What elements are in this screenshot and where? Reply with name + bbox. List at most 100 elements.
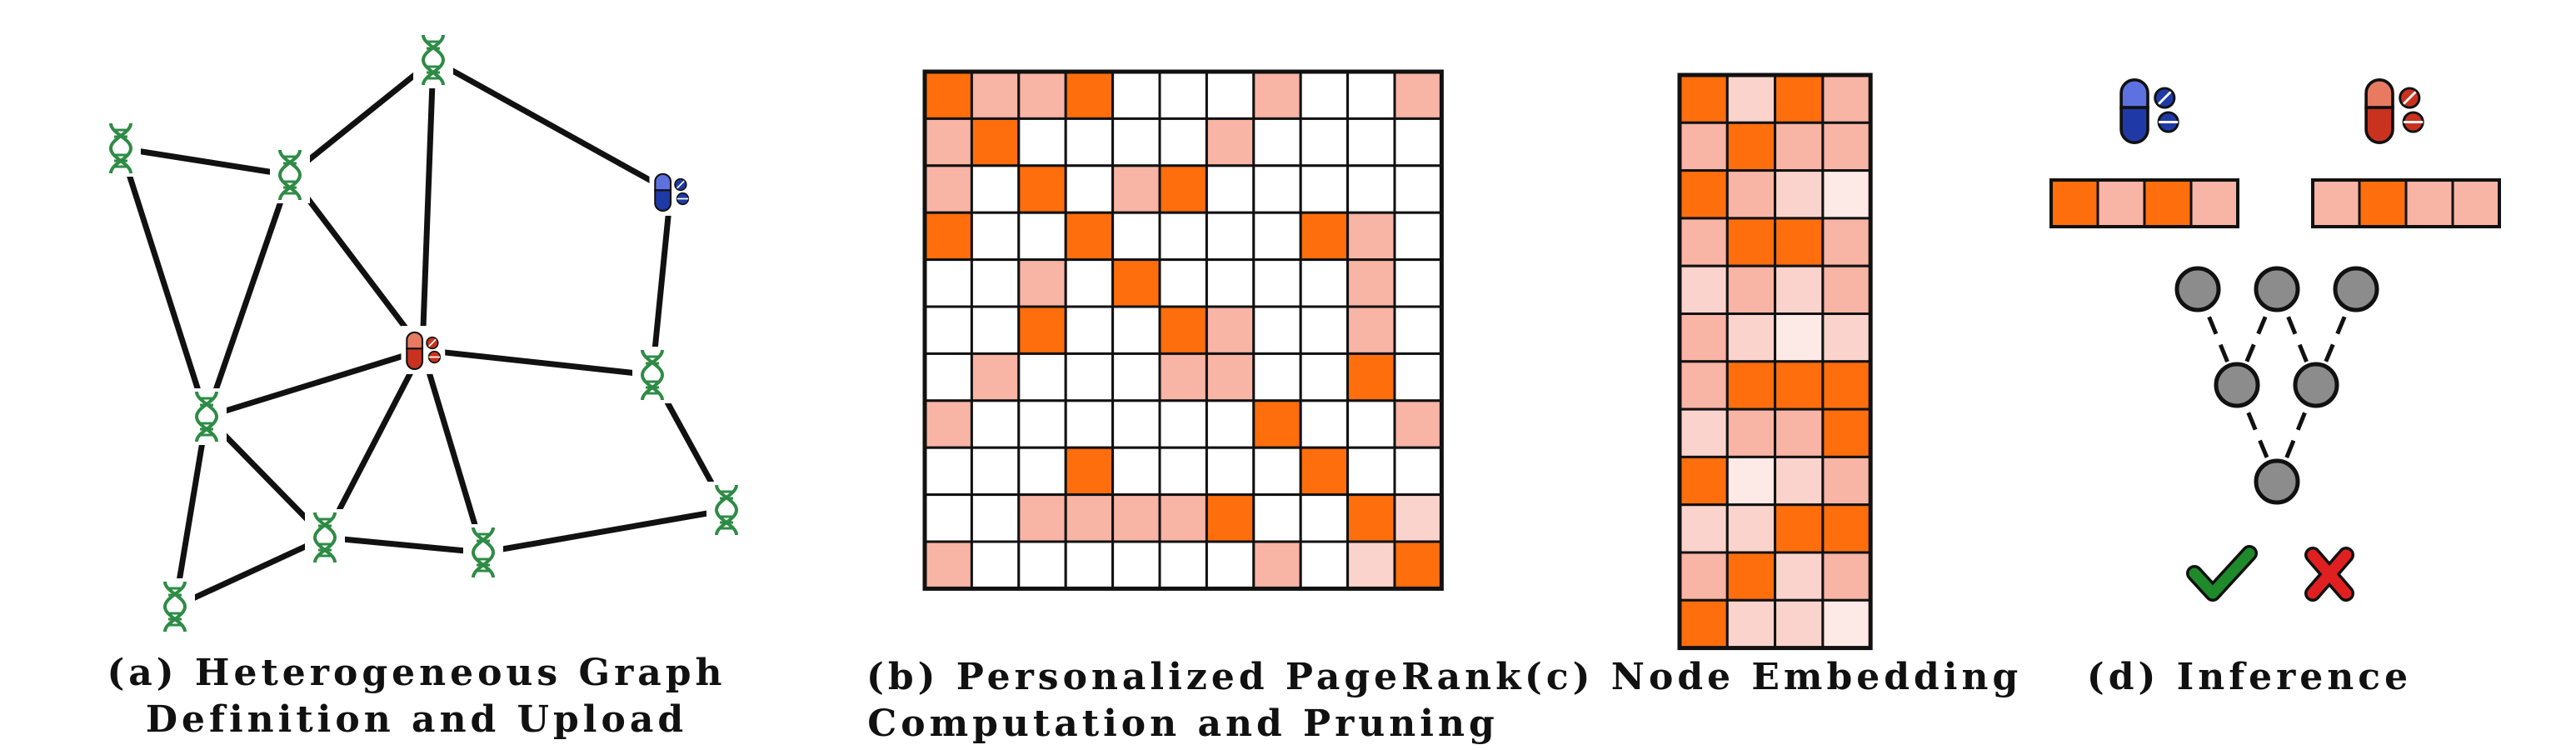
- ppr-cell: [1346, 352, 1396, 402]
- ppr-cell: [1393, 258, 1443, 308]
- ppr-cell: [970, 164, 1021, 214]
- ppr-cell: [1205, 258, 1256, 308]
- vector-cell: [2404, 178, 2454, 228]
- ppr-cell: [1158, 258, 1208, 308]
- embedding-cell: [1821, 455, 1872, 507]
- caption-a-line-2: Definition and Upload: [145, 698, 688, 741]
- ppr-cell: [1252, 164, 1302, 214]
- ppr-cell: [1299, 70, 1350, 120]
- embedding-cell: [1725, 551, 1777, 602]
- ppr-cell: [970, 352, 1021, 402]
- ppr-cell: [1252, 540, 1302, 590]
- caption-b-line-1: (b) Personalized PageRank: [866, 656, 1525, 698]
- embedding-cell: [1821, 408, 1872, 458]
- graph-edge: [117, 147, 210, 418]
- ppr-cell: [1017, 446, 1067, 497]
- dna-icon: [101, 120, 141, 177]
- ppr-cell: [1017, 399, 1067, 449]
- ppr-cell: [1064, 70, 1115, 120]
- ppr-cell: [1393, 399, 1443, 449]
- ppr-cell: [1346, 446, 1396, 497]
- embedding-cell: [1774, 598, 1825, 650]
- embedding-cell: [1774, 360, 1825, 411]
- ppr-cell: [923, 540, 973, 590]
- embedding-cell: [1678, 408, 1729, 458]
- embedding-cell: [1678, 169, 1729, 220]
- embedding-cell: [1678, 312, 1729, 363]
- graph-nodes: [101, 32, 746, 635]
- ppr-cell: [923, 446, 973, 497]
- ppr-cell: [1017, 493, 1067, 543]
- ppr-cell: [1064, 493, 1115, 543]
- embedding-cell-border: [1677, 72, 1873, 651]
- embedding-cell: [1725, 360, 1777, 411]
- caption-d-line-1: (d) Inference: [2086, 656, 2413, 698]
- dna-icon: [305, 509, 345, 566]
- ppr-cell: [1158, 446, 1208, 497]
- embedding-cell: [1725, 455, 1777, 507]
- ppr-cell: [1111, 258, 1161, 308]
- embedding-cell: [1774, 217, 1825, 268]
- pill-icon: [401, 326, 446, 374]
- ppr-cell: [923, 164, 973, 214]
- vector-cell: [2358, 178, 2408, 228]
- embedding-cell: [1678, 264, 1729, 316]
- ppr-cell: [1111, 540, 1161, 590]
- ppr-cell: [1111, 305, 1161, 355]
- ppr-cell: [1393, 493, 1443, 543]
- embedding-cell: [1725, 73, 1777, 124]
- embedding-cell: [1821, 551, 1872, 602]
- embedding-cell: [1774, 455, 1825, 507]
- ppr-cell: [1064, 211, 1115, 262]
- ppr-cell-border: [922, 69, 1444, 591]
- ppr-cell: [1393, 446, 1443, 497]
- inference-drugs: [2111, 68, 2432, 152]
- embedding-cell: [1821, 264, 1872, 316]
- ppr-cell: [1299, 211, 1350, 262]
- pill-icon: [2111, 68, 2187, 152]
- ppr-cell: [1252, 493, 1302, 543]
- embedding-cell: [1725, 312, 1777, 363]
- ppr-cell: [970, 399, 1021, 449]
- ppr-cell: [1017, 258, 1067, 308]
- vector-cell: [2311, 178, 2361, 228]
- vector-cell: [2049, 178, 2099, 228]
- ppr-cell: [1064, 305, 1115, 355]
- embedding-cell: [1774, 73, 1825, 124]
- graph-edge: [419, 59, 437, 351]
- ppr-cell: [1205, 446, 1256, 497]
- ppr-cell: [1299, 117, 1350, 168]
- ppr-cell: [970, 211, 1021, 262]
- embedding-cell: [1678, 121, 1729, 172]
- ppr-cell: [1346, 305, 1396, 355]
- ppr-cell: [1299, 258, 1350, 308]
- embedding-cell: [1678, 503, 1729, 554]
- ppr-cell: [1158, 399, 1208, 449]
- embedding-cell: [1725, 503, 1777, 554]
- embedding-cell: [1821, 503, 1872, 554]
- ppr-cell: [1064, 258, 1115, 308]
- ppr-cell: [1205, 540, 1256, 590]
- embedding-cell: [1774, 312, 1825, 363]
- ppr-cell: [1158, 211, 1208, 262]
- ppr-cell: [1017, 540, 1067, 590]
- mlp-node: [2254, 458, 2300, 505]
- mlp-node: [2254, 266, 2300, 312]
- graph-edge: [432, 57, 672, 195]
- ppr-cell: [1393, 305, 1443, 355]
- ppr-cell: [1111, 164, 1161, 214]
- ppr-cell: [1205, 117, 1256, 168]
- ppr-cell: [1158, 164, 1208, 214]
- ppr-cell: [1158, 352, 1208, 402]
- ppr-cell: [923, 258, 973, 308]
- ppr-cell: [1393, 70, 1443, 120]
- cross-icon: [2304, 547, 2354, 602]
- ppr-cell: [1393, 540, 1443, 590]
- ppr-cell: [970, 117, 1021, 168]
- panel-ppr-matrix: [922, 69, 1444, 591]
- ppr-cell: [970, 540, 1021, 590]
- ppr-cell: [923, 117, 973, 168]
- ppr-cell: [1346, 493, 1396, 543]
- embedding-cell: [1774, 503, 1825, 554]
- vector-cell: [2451, 178, 2501, 228]
